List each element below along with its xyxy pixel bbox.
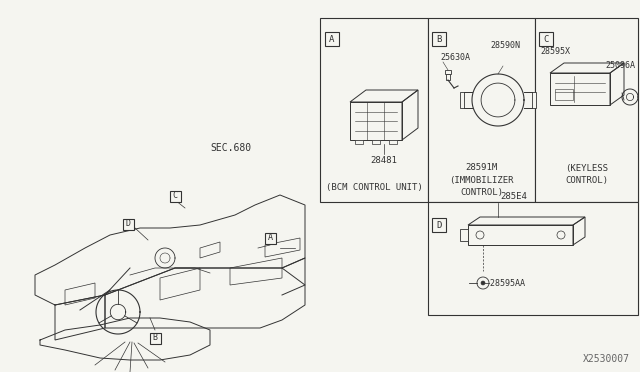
Bar <box>555 89 573 100</box>
Bar <box>372 140 380 144</box>
Text: (IMMOBILIZER: (IMMOBILIZER <box>449 176 514 185</box>
Text: 28595X: 28595X <box>540 48 570 57</box>
Bar <box>539 32 553 46</box>
Text: —28595AA: —28595AA <box>485 279 525 288</box>
Text: C: C <box>173 192 177 201</box>
Text: CONTROL): CONTROL) <box>565 176 608 185</box>
Bar <box>550 73 610 105</box>
Text: 25630A: 25630A <box>440 54 470 62</box>
Text: B: B <box>436 35 442 44</box>
Bar <box>460 92 464 108</box>
Bar <box>432 218 446 232</box>
Text: 285E4: 285E4 <box>500 192 527 201</box>
Bar <box>445 70 451 74</box>
Bar <box>460 229 468 241</box>
Text: D: D <box>125 219 131 228</box>
Text: C: C <box>543 35 548 44</box>
Bar <box>428 18 535 202</box>
Bar <box>355 140 363 144</box>
Bar <box>264 232 275 244</box>
Text: B: B <box>152 334 157 343</box>
Bar <box>432 32 446 46</box>
Bar <box>320 18 428 202</box>
Text: SEC.680: SEC.680 <box>210 143 251 153</box>
Text: (BCM CONTROL UNIT): (BCM CONTROL UNIT) <box>326 183 422 192</box>
Text: D: D <box>436 221 442 230</box>
Bar <box>535 18 638 202</box>
Text: 28591M: 28591M <box>465 164 498 173</box>
Bar <box>468 225 573 245</box>
Bar <box>325 32 339 46</box>
Bar <box>122 218 134 230</box>
Bar <box>150 333 161 343</box>
Text: A: A <box>268 234 273 243</box>
Text: 25096A: 25096A <box>605 61 635 70</box>
Bar <box>428 202 638 315</box>
Bar <box>446 74 450 80</box>
Bar <box>170 190 180 202</box>
Text: A: A <box>330 35 335 44</box>
Text: (KEYLESS: (KEYLESS <box>565 164 608 173</box>
Text: 28481: 28481 <box>371 156 397 165</box>
Circle shape <box>481 281 485 285</box>
Bar <box>389 140 397 144</box>
Bar <box>350 102 402 140</box>
Text: X2530007: X2530007 <box>583 354 630 364</box>
Text: CONTROL): CONTROL) <box>460 187 503 196</box>
Bar <box>532 92 536 108</box>
Text: 28590N: 28590N <box>490 41 520 49</box>
